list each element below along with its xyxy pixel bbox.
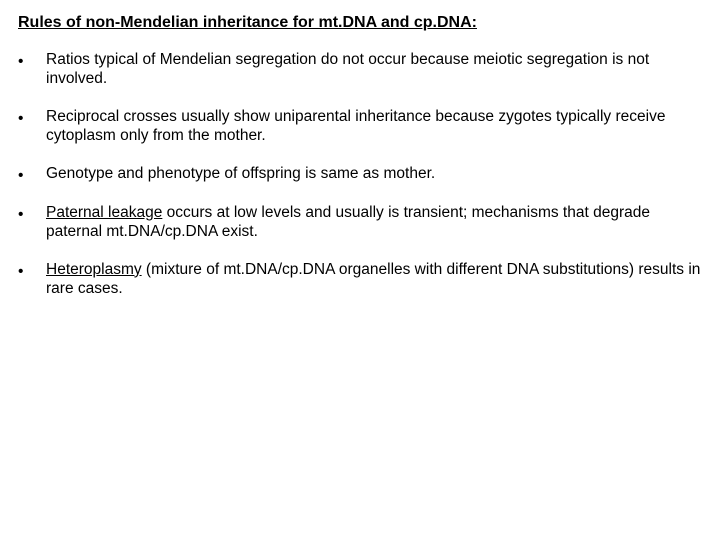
- list-item: •Heteroplasmy (mixture of mt.DNA/cp.DNA …: [18, 260, 702, 299]
- list-item: •Paternal leakage occurs at low levels a…: [18, 203, 702, 242]
- text-segment: Genotype and phenotype of offspring is s…: [46, 165, 435, 182]
- bullet-marker: •: [18, 203, 46, 224]
- bullet-marker: •: [18, 260, 46, 281]
- underlined-term: Paternal leakage: [46, 204, 162, 221]
- bullet-marker: •: [18, 107, 46, 128]
- bullet-list: •Ratios typical of Mendelian segregation…: [18, 50, 702, 298]
- bullet-text: Heteroplasmy (mixture of mt.DNA/cp.DNA o…: [46, 260, 702, 299]
- text-segment: (mixture of mt.DNA/cp.DNA organelles wit…: [46, 261, 700, 297]
- bullet-text: Genotype and phenotype of offspring is s…: [46, 164, 702, 183]
- bullet-text: Paternal leakage occurs at low levels an…: [46, 203, 702, 242]
- page-title: Rules of non-Mendelian inheritance for m…: [18, 14, 702, 32]
- list-item: •Ratios typical of Mendelian segregation…: [18, 50, 702, 89]
- underlined-term: Heteroplasmy: [46, 261, 142, 278]
- list-item: •Genotype and phenotype of offspring is …: [18, 164, 702, 185]
- bullet-text: Reciprocal crosses usually show uniparen…: [46, 107, 702, 146]
- bullet-marker: •: [18, 50, 46, 71]
- text-segment: Reciprocal crosses usually show uniparen…: [46, 108, 665, 144]
- list-item: •Reciprocal crosses usually show unipare…: [18, 107, 702, 146]
- bullet-marker: •: [18, 164, 46, 185]
- bullet-text: Ratios typical of Mendelian segregation …: [46, 50, 702, 89]
- text-segment: Ratios typical of Mendelian segregation …: [46, 51, 649, 87]
